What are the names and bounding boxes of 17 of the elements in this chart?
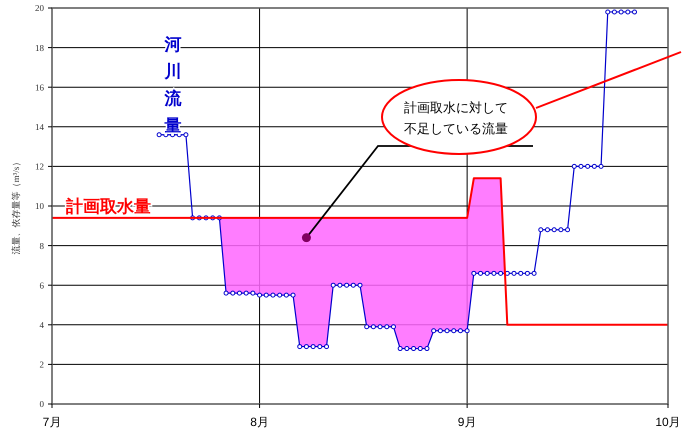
y-tick-label: 18	[35, 42, 44, 53]
y-tick-label: 4	[40, 320, 44, 330]
annotation: 計画取水に対して不足している流量	[404, 100, 508, 136]
y-tick-label: 8	[40, 240, 44, 251]
y-tick-label: 20	[35, 3, 44, 14]
y-tick-label: 12	[35, 162, 44, 172]
x-tick-label: 9月	[458, 415, 476, 429]
x-tick-label: 10月	[655, 415, 681, 429]
y-tick-label: 10	[35, 201, 44, 212]
x-tick-label: 7月	[42, 415, 62, 429]
y-tick-label: 14	[35, 122, 44, 132]
y-tick-label: 6	[40, 280, 44, 290]
y-axis-title: 流量、依存量等（m³/s）	[11, 158, 21, 254]
y-tick-label: 16	[35, 82, 44, 92]
y-tick-label: 0	[40, 399, 44, 410]
y-tick-label: 2	[40, 360, 44, 370]
x-tick-label: 8月	[250, 415, 269, 429]
